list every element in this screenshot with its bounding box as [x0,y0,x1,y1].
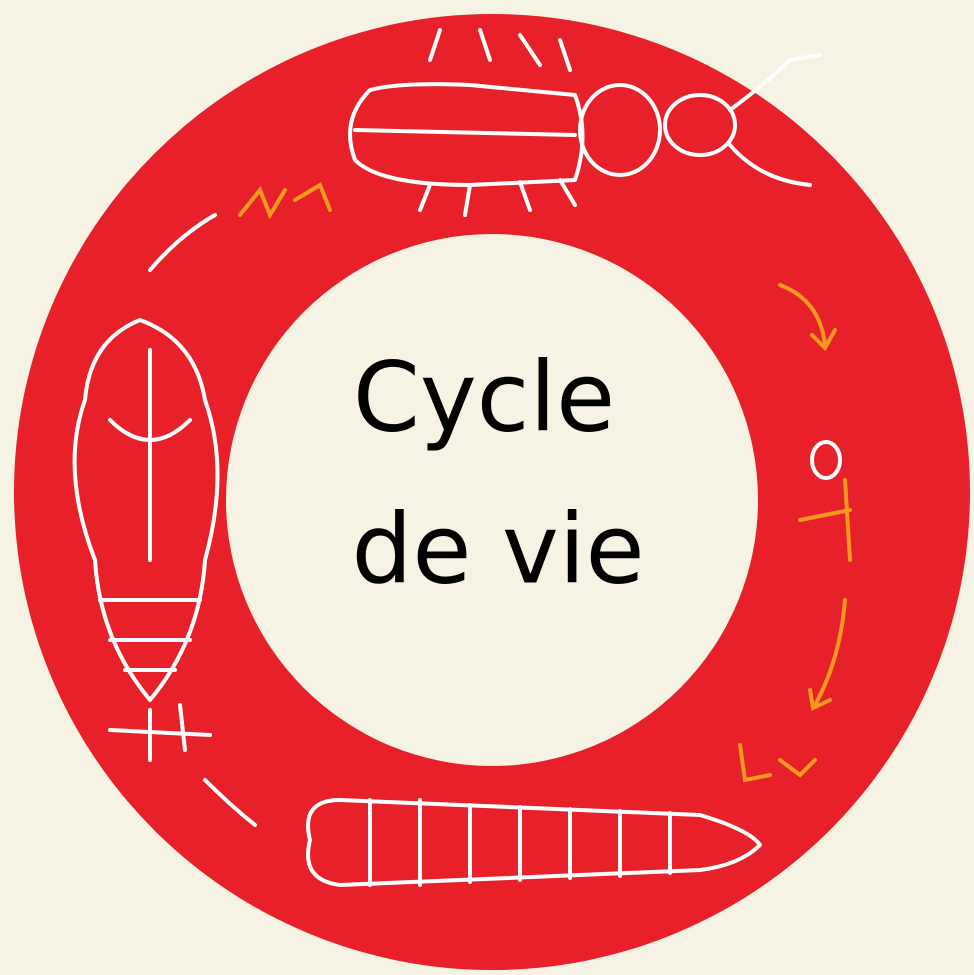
life-cycle-illustration: Cycle de vie [0,0,974,975]
title-line: de vie [351,493,644,605]
title-line: Cycle [353,341,615,453]
